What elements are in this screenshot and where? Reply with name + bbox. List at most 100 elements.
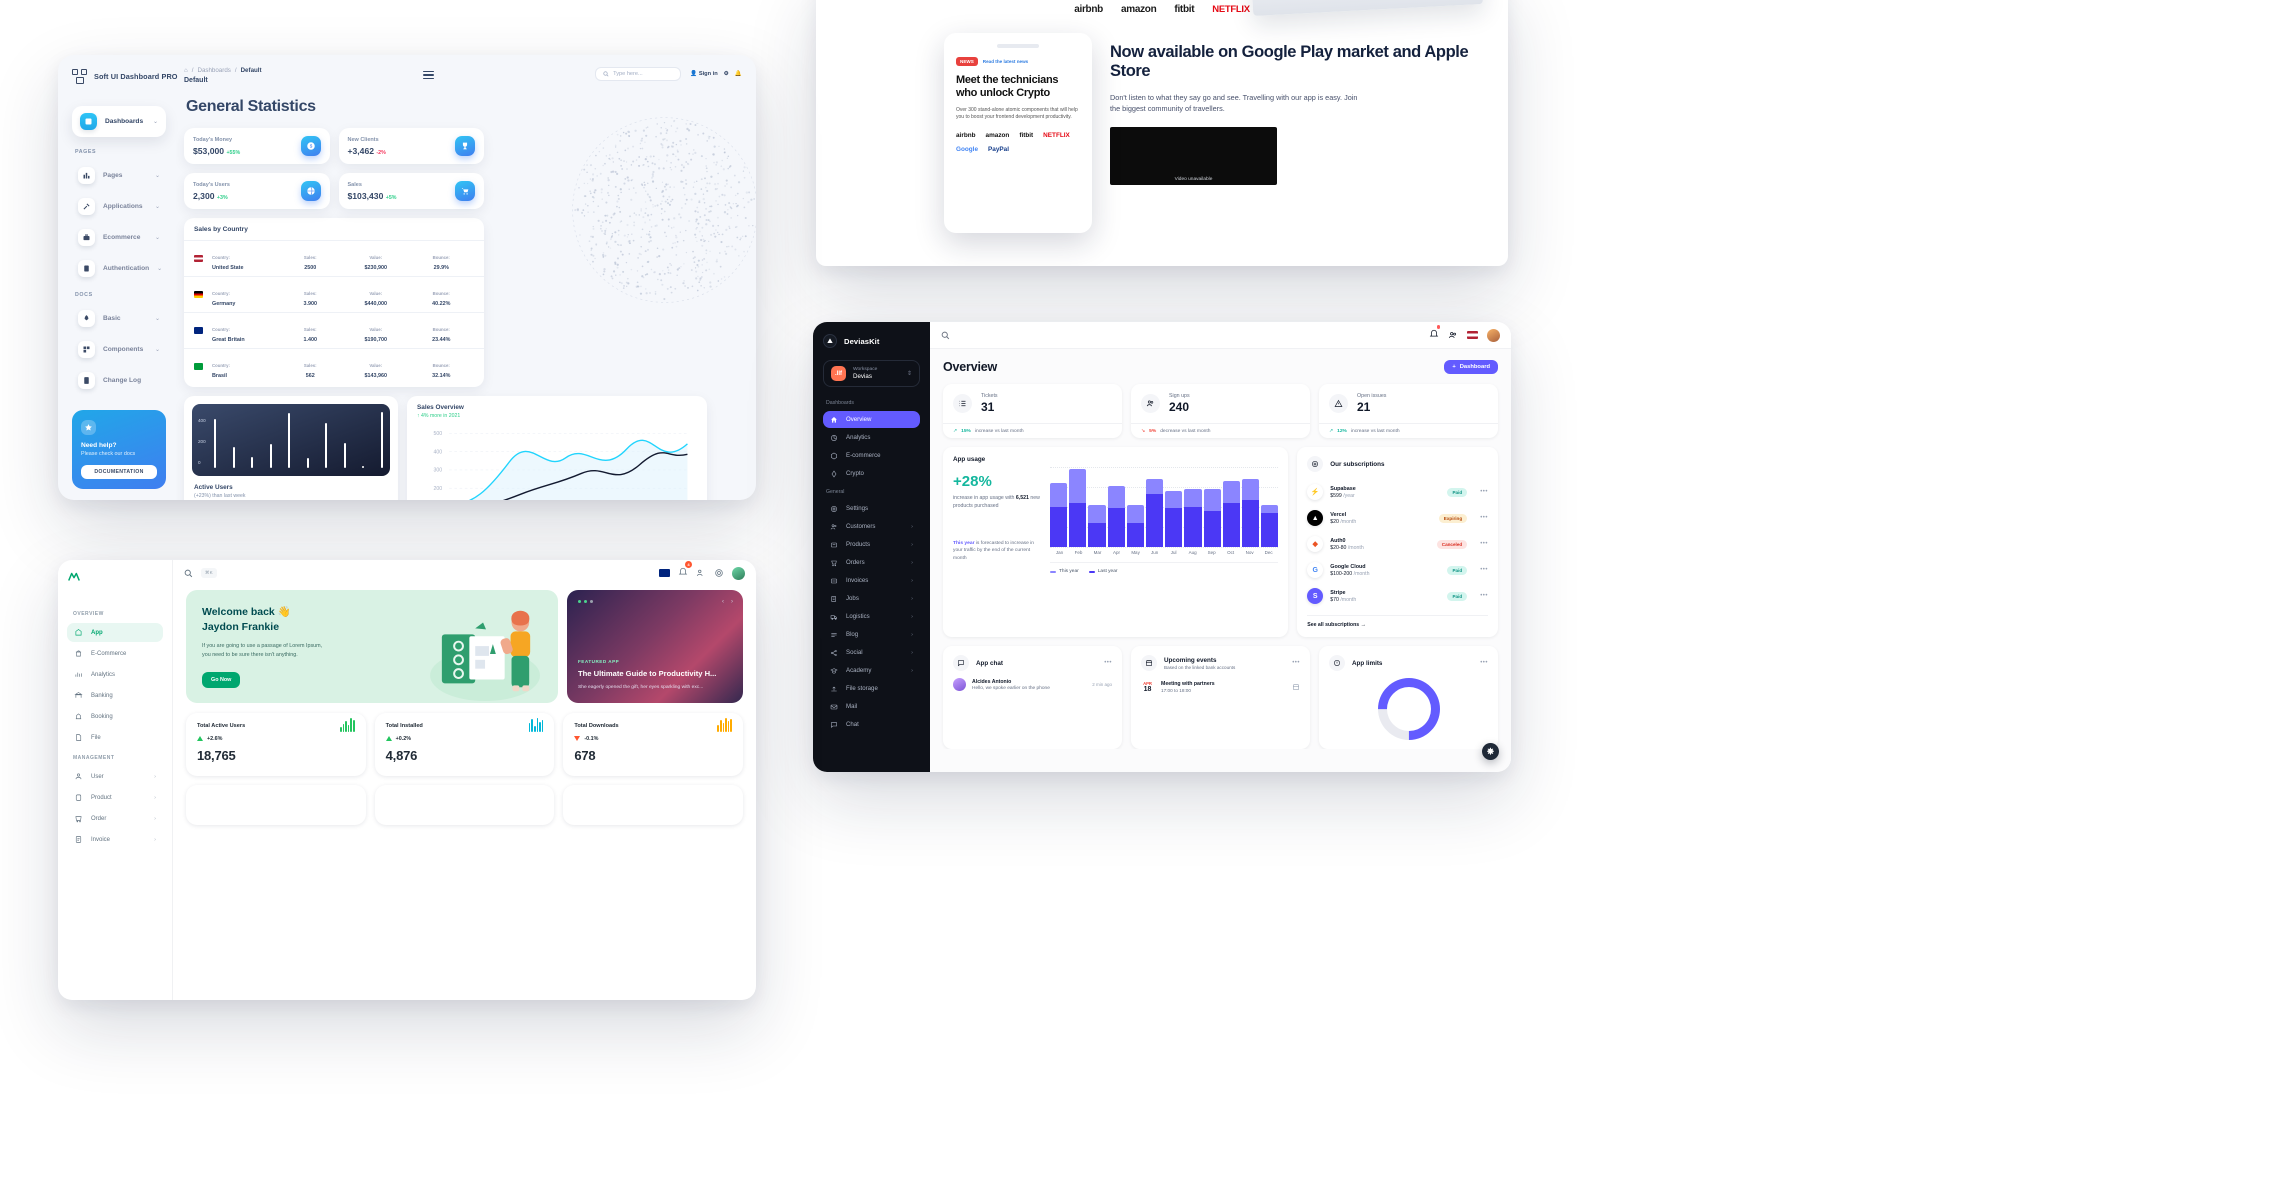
settings-gear-icon[interactable] — [714, 568, 724, 578]
avatar[interactable] — [1487, 329, 1500, 342]
avatar[interactable] — [732, 567, 745, 580]
sidebar-item-basic[interactable]: Basic ⌄ — [72, 305, 166, 332]
sidebar-item-pages[interactable]: Pages ⌄ — [72, 162, 166, 189]
sidebar-item-applications[interactable]: Applications ⌄ — [72, 193, 166, 220]
sidebar-item-banking[interactable]: Banking — [67, 686, 163, 705]
subscription-row[interactable]: G Google Cloud $100-200 /month Paid ••• — [1307, 557, 1488, 583]
sidebar-item-authentication[interactable]: Authentication ⌄ — [72, 255, 166, 282]
sidebar-item-social[interactable]: Social › — [823, 644, 920, 661]
chat-message-row[interactable]: Alcides Antonio Hello, we spoke earlier … — [953, 678, 1112, 691]
bar-apr — [1108, 486, 1125, 547]
sidebar-item-blog[interactable]: Blog › — [823, 626, 920, 643]
settings-fab-button[interactable] — [1482, 743, 1499, 760]
sidebar-item-label: File — [91, 735, 101, 741]
chevron-right-icon: › — [154, 774, 156, 780]
sidebar-item-chat[interactable]: Chat — [823, 716, 920, 733]
subscription-row[interactable]: ◆ Auth0 $20-80 /month Canceled ••• — [1307, 531, 1488, 557]
search-icon[interactable] — [184, 569, 193, 578]
academy-icon — [830, 667, 838, 675]
table-row[interactable]: Country: Germany Sales: 3.900 Value: $440,0… — [184, 276, 484, 312]
workspace-selector[interactable]: .llf Workspace Devias ⇕ — [823, 360, 920, 387]
contacts-icon[interactable] — [696, 568, 706, 578]
softui-brand[interactable]: Soft UI Dashboard PRO — [72, 69, 166, 84]
sidebar-item-ecommerce[interactable]: Ecommerce ⌄ — [72, 224, 166, 251]
more-options-icon[interactable]: ••• — [1474, 567, 1488, 573]
more-options-icon[interactable]: ••• — [1474, 660, 1488, 666]
sidebar-item-app[interactable]: App — [67, 623, 163, 642]
home-icon[interactable]: ⌂ — [184, 67, 188, 74]
stat-value: 18,765 — [197, 748, 355, 763]
sidebar-item-logistics[interactable]: Logistics › — [823, 608, 920, 625]
sidebar-item-file-storage[interactable]: File storage — [823, 680, 920, 697]
more-options-icon[interactable]: ••• — [1474, 515, 1488, 521]
sidebar-item-orders[interactable]: Orders › — [823, 554, 920, 571]
documentation-button[interactable]: DOCUMENTATION — [81, 465, 157, 479]
x-tick-jul: Jul — [1164, 550, 1183, 555]
featured-app-card[interactable]: ‹ › FEATURED APP The Ultimate Guide to Pr… — [567, 590, 743, 703]
menu-toggle-icon[interactable] — [423, 71, 434, 79]
subscription-row[interactable]: ⚡ Supabase $599 /year Paid ••• — [1307, 479, 1488, 505]
next-icon[interactable]: › — [731, 599, 733, 605]
devias-brand[interactable]: DeviasKit — [823, 334, 920, 348]
carousel-nav[interactable]: ‹ › — [722, 599, 733, 605]
promo-video-player[interactable]: Video unavailable — [1110, 127, 1277, 185]
prev-icon[interactable]: ‹ — [722, 599, 724, 605]
more-options-icon[interactable]: ••• — [1474, 541, 1488, 547]
latest-news-link[interactable]: Read the latest news — [983, 59, 1028, 64]
more-options-icon[interactable]: ••• — [1286, 660, 1300, 666]
go-now-button[interactable]: Go Now — [202, 672, 240, 688]
sales-overview-subtitle: 4% more in 2021 — [421, 413, 460, 419]
event-row[interactable]: APR 18 Meeting with partners 17:00 to 18… — [1141, 678, 1300, 696]
search-input[interactable]: Type here... — [613, 71, 643, 77]
event-calendar-icon[interactable] — [1292, 678, 1300, 696]
sidebar-item-e-commerce[interactable]: E-Commerce — [67, 644, 163, 663]
notifications-bell-icon[interactable] — [1429, 326, 1439, 344]
more-options-icon[interactable]: ••• — [1474, 489, 1488, 495]
sidebar-item-user[interactable]: User › — [67, 767, 163, 786]
sidebar-item-order[interactable]: Order › — [67, 809, 163, 828]
notifications-bell-icon[interactable]: 4 — [678, 564, 688, 582]
gb-flag-icon[interactable] — [659, 569, 670, 577]
sidebar-item-components[interactable]: Components ⌄ — [72, 336, 166, 363]
sidebar-item-customers[interactable]: Customers › — [823, 518, 920, 535]
subscription-row[interactable]: S Stripe $70 /month Paid ••• — [1307, 583, 1488, 609]
see-all-subscriptions-link[interactable]: See all subscriptions → — [1307, 615, 1488, 628]
stat-value: +3,462 — [348, 146, 375, 156]
sidebar-item-crypto[interactable]: Crypto — [823, 465, 920, 482]
chevron-down-icon: ⌄ — [155, 203, 160, 210]
sidebar-item-invoices[interactable]: Invoices › — [823, 572, 920, 589]
sidebar-item-academy[interactable]: Academy › — [823, 662, 920, 679]
more-options-icon[interactable]: ••• — [1098, 660, 1112, 666]
supabase-logo: ⚡ — [1307, 484, 1323, 500]
sign-in-link[interactable]: 👤 Sign in — [690, 71, 718, 77]
more-options-icon[interactable]: ••• — [1474, 593, 1488, 599]
minimal-logo-icon[interactable] — [67, 570, 81, 584]
dashboard-button[interactable]: + Dashboard — [1444, 360, 1498, 374]
table-row[interactable]: Country: Great Britain Sales: 1.400 Value:… — [184, 312, 484, 348]
sidebar-item-booking[interactable]: Booking — [67, 707, 163, 726]
sidebar-item-analytics[interactable]: Analytics — [67, 665, 163, 684]
sidebar-item-invoice[interactable]: Invoice › — [67, 830, 163, 849]
sidebar-item-products[interactable]: Products › — [823, 536, 920, 553]
sidebar-item-jobs[interactable]: Jobs › — [823, 590, 920, 607]
carousel-dots[interactable] — [578, 600, 593, 603]
subscription-row[interactable]: ▲ Vercel $20 /month Expiring ••• — [1307, 505, 1488, 531]
us-flag-icon[interactable] — [1467, 331, 1478, 339]
sidebar-item-settings[interactable]: Settings — [823, 500, 920, 517]
sidebar-item-analytics[interactable]: Analytics — [823, 429, 920, 446]
search-icon[interactable] — [941, 331, 950, 340]
sidebar-item-mail[interactable]: Mail — [823, 698, 920, 715]
breadcrumb-dashboards[interactable]: Dashboards — [197, 67, 230, 74]
contacts-icon[interactable] — [1448, 330, 1458, 340]
search-box[interactable]: Type here... — [595, 67, 681, 81]
notifications-bell-icon[interactable]: 🔔 — [735, 71, 742, 77]
settings-gear-icon[interactable]: ⚙ — [724, 71, 729, 77]
table-row[interactable]: Country: Brasil Sales: 562 Value: $143,960 … — [184, 348, 484, 384]
sidebar-item-file[interactable]: File — [67, 728, 163, 747]
sidebar-item-changelog[interactable]: Change Log — [72, 367, 166, 394]
sidebar-item-ecommerce[interactable]: E-commerce — [823, 447, 920, 464]
sidebar-item-dashboards[interactable]: Dashboards ⌄ — [72, 106, 166, 137]
table-row[interactable]: Country: United State Sales: 2500 Value: $2… — [184, 240, 484, 276]
sidebar-item-overview[interactable]: Overview — [823, 411, 920, 428]
sidebar-item-product[interactable]: Product › — [67, 788, 163, 807]
